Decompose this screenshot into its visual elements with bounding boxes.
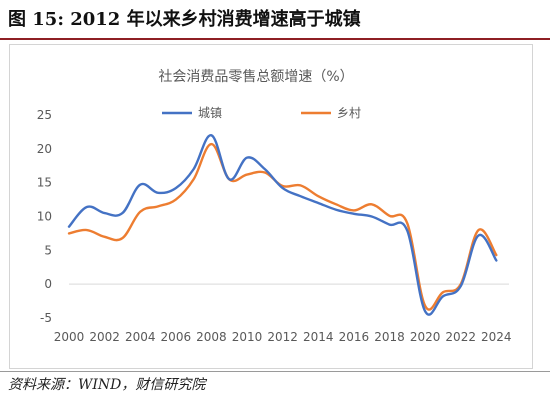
y-tick-label: 25 xyxy=(37,108,52,122)
series-lines xyxy=(67,134,498,316)
x-tick-label: 2010 xyxy=(232,330,263,344)
series-line-urban xyxy=(67,134,498,316)
y-tick-label: 20 xyxy=(37,142,52,156)
legend-label-urban: 城镇 xyxy=(198,106,222,120)
x-tick-label: 2006 xyxy=(161,330,192,344)
legend-label-rural: 乡村 xyxy=(337,106,361,120)
chart-frame: 社会消费品零售总额增速（%） 25 20 15 10 5 0 -5 2000 2002 2004… xyxy=(9,44,533,369)
x-tick-label: 2002 xyxy=(89,330,120,344)
y-tick-label: 15 xyxy=(37,176,52,190)
title-divider xyxy=(0,38,550,40)
source-divider xyxy=(0,371,550,372)
x-axis-ticks: 2000 2002 2004 2006 2008 2010 2012 2014 2016 2018… xyxy=(54,330,512,344)
x-tick-label: 2000 xyxy=(54,330,85,344)
y-tick-label: 5 xyxy=(44,243,52,257)
series-line-rural xyxy=(67,142,498,311)
x-tick-label: 2022 xyxy=(445,330,476,344)
x-tick-label: 2008 xyxy=(196,330,227,344)
x-tick-label: 2020 xyxy=(410,330,441,344)
x-tick-label: 2014 xyxy=(303,330,334,344)
x-tick-label: 2024 xyxy=(481,330,512,344)
x-tick-label: 2018 xyxy=(374,330,405,344)
y-tick-label: 0 xyxy=(44,277,52,291)
y-axis-ticks: 25 20 15 10 5 0 -5 xyxy=(37,108,52,325)
x-tick-label: 2004 xyxy=(125,330,156,344)
source-note: 资料来源：WIND，财信研究院 xyxy=(8,377,206,393)
x-tick-label: 2016 xyxy=(339,330,370,344)
chart-title: 社会消费品零售总额增速（%） xyxy=(158,69,353,85)
y-tick-label: 10 xyxy=(37,210,52,224)
figure-title: 图 15: 2012 年以来乡村消费增速高于城镇 xyxy=(8,9,361,30)
line-chart: 社会消费品零售总额增速（%） 25 20 15 10 5 0 -5 2000 2002 2004… xyxy=(37,69,512,344)
x-tick-label: 2012 xyxy=(267,330,298,344)
chart-legend: 城镇 乡村 xyxy=(162,106,361,120)
y-tick-label: -5 xyxy=(40,311,52,325)
